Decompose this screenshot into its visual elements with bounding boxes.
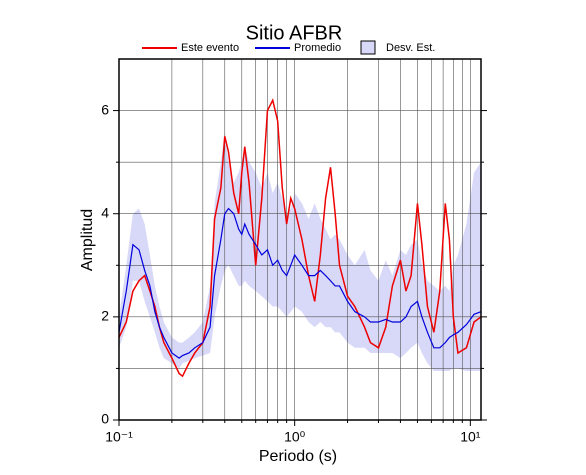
legend-label: Promedio [294, 42, 341, 54]
legend-label: Desv. Est. [386, 42, 435, 54]
series-line [118, 207, 482, 359]
y-tick-label: 2 [101, 308, 109, 324]
y-tick-label: 0 [101, 411, 109, 427]
y-axis-label: Amplitud [79, 209, 96, 271]
series-line [118, 98, 482, 378]
x-tick-label: 10⁻¹ [105, 429, 133, 445]
legend-label: Este evento [181, 42, 239, 54]
y-tick-label: 6 [101, 101, 109, 117]
y-tick-label: 4 [101, 204, 109, 220]
x-tick-label: 10⁰ [284, 429, 306, 445]
x-axis-label: Periodo (s) [259, 448, 337, 465]
plot-frame [118, 58, 482, 421]
std-band [119, 131, 481, 372]
legend-swatch [360, 40, 376, 55]
x-tick-label: 10¹ [460, 429, 481, 445]
chart-title: Sitio AFBR [246, 22, 343, 44]
